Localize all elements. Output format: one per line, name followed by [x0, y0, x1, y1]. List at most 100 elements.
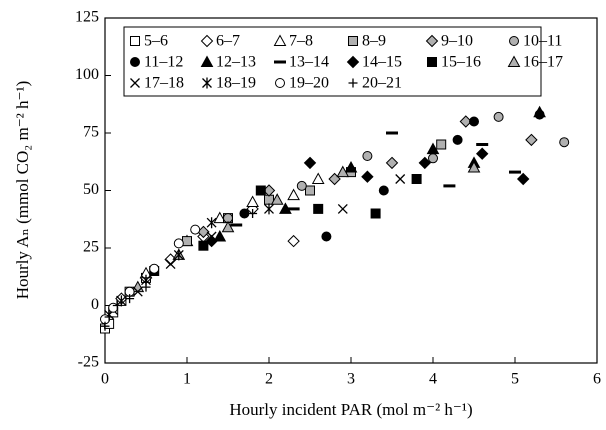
y-tick-label: -25	[78, 354, 99, 371]
legend-marker	[130, 78, 140, 88]
data-point	[509, 170, 521, 174]
data-point	[112, 301, 122, 310]
x-tick-label: 2	[265, 371, 273, 388]
legend-label: 11–12	[144, 54, 183, 71]
legend-marker	[130, 36, 140, 46]
data-point	[190, 224, 201, 235]
data-point	[165, 259, 176, 270]
data-point	[287, 188, 300, 201]
legend-label: 19–20	[289, 75, 329, 92]
data-point	[206, 217, 217, 229]
data-point	[173, 249, 184, 261]
data-point	[336, 165, 350, 178]
legend-label: 16–17	[523, 54, 563, 71]
legend-marker	[509, 36, 519, 46]
legend-marker	[348, 78, 358, 88]
y-axis-title: Hourly Aₙ (mmol CO₂ m⁻² h⁻¹)	[13, 81, 32, 300]
legend-marker	[202, 77, 212, 89]
data-point	[287, 207, 300, 211]
legend-marker	[507, 55, 521, 67]
data-point	[559, 137, 570, 148]
data-point	[493, 111, 504, 122]
data-point	[303, 156, 317, 170]
legend-marker	[273, 34, 287, 46]
data-point	[467, 160, 481, 173]
data-point	[173, 238, 184, 249]
data-point	[246, 195, 259, 207]
data-point	[516, 172, 530, 186]
data-point	[311, 172, 325, 184]
legend-label: 8–9	[362, 33, 386, 50]
data-point	[395, 174, 406, 184]
y-tick-label: 75	[83, 124, 99, 141]
data-point	[443, 184, 456, 188]
data-point	[436, 139, 447, 150]
x-axis-title: Hourly incident PAR (mol m⁻² h⁻¹)	[229, 400, 472, 419]
data-point	[287, 234, 300, 248]
data-point	[108, 302, 119, 313]
legend-label: 12–13	[216, 54, 256, 71]
legend-marker	[130, 57, 140, 67]
legend-label: 20–21	[362, 75, 402, 92]
data-point	[452, 134, 463, 145]
x-tick-label: 4	[429, 371, 437, 388]
data-point	[206, 231, 217, 242]
x-tick-label: 5	[511, 371, 519, 388]
legend-marker	[427, 57, 437, 67]
data-point	[469, 116, 479, 127]
legend-marker	[275, 78, 285, 88]
y-tick-label: 125	[75, 9, 99, 26]
data-point	[116, 295, 127, 307]
data-point	[104, 312, 114, 322]
legend-label: 6–7	[216, 33, 240, 50]
data-point	[296, 180, 307, 191]
data-point	[418, 156, 432, 170]
legend-label: 15–16	[441, 54, 481, 71]
legend-label: 7–8	[289, 33, 313, 50]
data-point	[305, 185, 315, 196]
data-point	[344, 160, 358, 173]
data-point	[476, 143, 489, 146]
data-point	[525, 133, 538, 147]
data-point	[125, 294, 135, 304]
y-tick-label: 0	[91, 296, 99, 313]
legend-label: 5–6	[144, 33, 168, 50]
data-point	[264, 203, 274, 215]
data-point	[239, 208, 250, 219]
data-point	[475, 147, 489, 160]
legend-marker	[348, 36, 358, 46]
data-point	[321, 231, 332, 242]
legend-label: 17–18	[144, 75, 184, 92]
data-point	[426, 142, 440, 155]
data-point	[213, 211, 227, 224]
legend-marker	[425, 34, 439, 48]
y-tick-label: 100	[75, 66, 99, 83]
data-point	[362, 151, 373, 161]
data-point	[428, 153, 438, 164]
data-point	[313, 203, 324, 214]
legend-marker	[274, 60, 286, 64]
legend-label: 14–15	[362, 54, 402, 71]
data-point	[411, 174, 422, 184]
data-point	[149, 263, 160, 274]
legend-box	[123, 26, 542, 97]
y-tick-label: 25	[83, 239, 99, 256]
data-point	[230, 223, 243, 227]
legend-label: 9–10	[441, 33, 473, 50]
data-point	[141, 282, 151, 292]
data-point	[221, 220, 235, 233]
data-point	[361, 170, 374, 183]
data-point	[100, 321, 110, 331]
data-point	[248, 209, 258, 218]
data-point	[370, 208, 381, 219]
x-tick-label: 0	[101, 371, 109, 388]
data-point	[386, 131, 398, 135]
data-point	[198, 240, 209, 251]
legend-marker	[200, 34, 214, 48]
legend-marker	[200, 55, 214, 67]
x-tick-label: 6	[593, 371, 601, 388]
data-point	[378, 185, 389, 196]
data-point	[132, 286, 143, 297]
data-point	[255, 185, 266, 196]
